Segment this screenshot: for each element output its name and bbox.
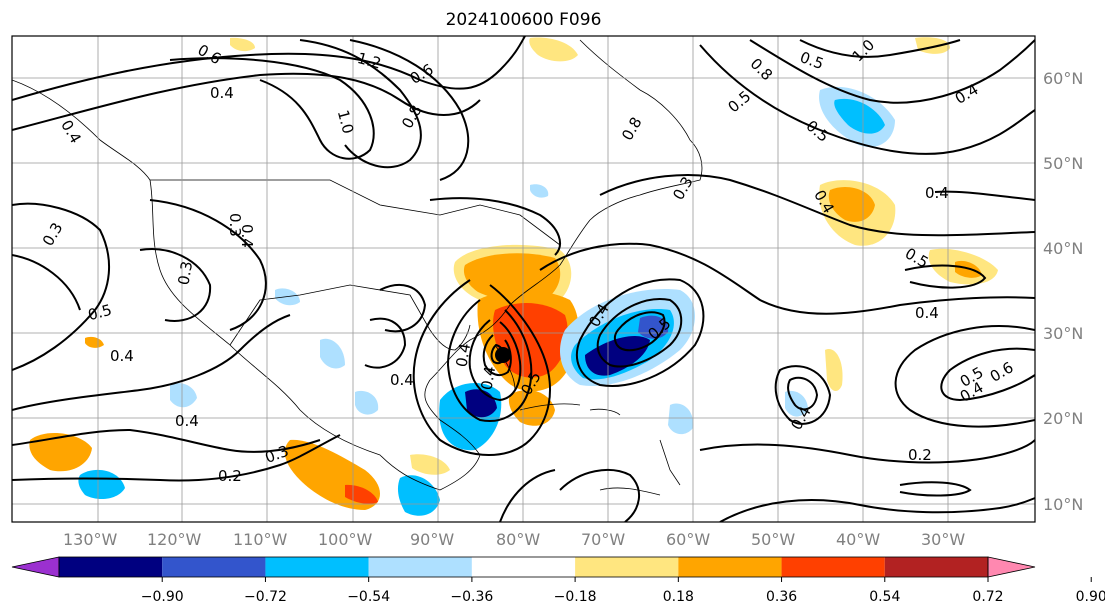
- contour-label: 0.4: [210, 84, 234, 102]
- colorbar-tick-label: 0.72: [972, 589, 1003, 605]
- lat-label: 60°N: [1043, 69, 1083, 88]
- contour-label: 0.4: [110, 347, 134, 365]
- colorbar-tick-label: −0.54: [347, 589, 390, 605]
- graticule: [12, 36, 1035, 522]
- contour-label: 0.4: [238, 224, 256, 248]
- anomaly-negative-region: [78, 469, 125, 500]
- longitude-labels: 130°W 120°W 110°W 100°W 90°W 80°W 70°W 6…: [63, 530, 965, 549]
- contour-label: 1.2: [355, 49, 383, 73]
- lon-label: 50°W: [751, 530, 795, 549]
- contour-label: 0.4: [452, 342, 474, 369]
- contour-label: 0.2: [218, 467, 242, 485]
- anomaly-negative-region: [530, 184, 549, 198]
- anomaly-positive-region: [29, 433, 92, 472]
- lon-label: 40°W: [836, 530, 880, 549]
- lon-label: 80°W: [496, 530, 540, 549]
- contour-label: 1.0: [334, 108, 358, 136]
- anomaly-negative-region: [668, 403, 694, 435]
- contour-label: 0.4: [175, 412, 199, 430]
- colorbar-tick-label: 0.90: [1076, 589, 1105, 605]
- colorbar-segment: [575, 557, 679, 577]
- lon-label: 90°W: [410, 530, 454, 549]
- colorbar-segment: [781, 557, 885, 577]
- anomaly-positive-region: [529, 37, 578, 62]
- latitude-labels: 60°N 50°N 40°N 30°N 20°N 10°N: [1043, 69, 1083, 514]
- colorbar-tick-label: 0.36: [766, 589, 797, 605]
- contour-label: 0.4: [390, 371, 414, 389]
- colorbar-segment: [265, 557, 369, 577]
- contour-label: 0.4: [925, 184, 949, 202]
- lon-label: 30°W: [921, 530, 965, 549]
- colorbar-segment: [678, 557, 782, 577]
- colorbar-tick-label: −0.36: [450, 589, 493, 605]
- colorbar-tick-label: 0.54: [869, 589, 900, 605]
- colorbar-tick-label: −0.90: [141, 589, 184, 605]
- contour-label: 0.5: [86, 301, 114, 325]
- contour-label: 0.4: [477, 365, 499, 392]
- colorbar-extend-low: [11, 556, 60, 578]
- contour-label: 0.8: [618, 114, 646, 144]
- colorbar-segment: [884, 557, 988, 577]
- colorbar-frame: [58, 556, 989, 578]
- contour-label: 0.3: [39, 219, 67, 249]
- coastlines: [12, 39, 703, 496]
- lat-label: 50°N: [1043, 154, 1083, 173]
- contour-lines: [12, 36, 1035, 522]
- lon-label: 60°W: [666, 530, 710, 549]
- anomaly-negative-region: [355, 390, 379, 415]
- lon-label: 120°W: [147, 530, 202, 549]
- anomaly-negative-region: [834, 98, 885, 134]
- contour-label: 0.3: [226, 213, 244, 237]
- anomaly-negative-region: [585, 335, 650, 376]
- colorbar-tick-label: −0.72: [244, 589, 287, 605]
- colorbar-segment: [471, 557, 576, 577]
- anomaly-positive-region: [410, 454, 450, 475]
- lon-label: 110°W: [233, 530, 288, 549]
- anomaly-negative-region: [397, 475, 440, 516]
- contour-label: 0.8: [398, 102, 426, 132]
- contour-label: 0.3: [669, 173, 697, 203]
- anomaly-positive-region: [825, 349, 843, 392]
- lon-label: 130°W: [63, 530, 118, 549]
- lon-label: 70°W: [581, 530, 625, 549]
- lat-label: 10°N: [1043, 495, 1083, 514]
- lon-label: 100°W: [318, 530, 373, 549]
- contour-label: 0.4: [57, 117, 85, 147]
- anomaly-positive-region: [463, 253, 561, 303]
- colorbar: −0.90 −0.72 −0.54 −0.36 −0.18 0.18 0.36 0.54 0.7…: [11, 556, 1105, 605]
- colorbar-extend-high: [987, 556, 1036, 578]
- lat-label: 20°N: [1043, 409, 1083, 428]
- contour-label: 0.5: [803, 117, 833, 146]
- contour-label: 0.3: [174, 260, 196, 287]
- contour-label: 0.4: [915, 304, 939, 322]
- anomaly-positive-region: [915, 37, 950, 54]
- contour-label: 0.2: [908, 446, 932, 464]
- contour-label: 0.8: [747, 55, 777, 85]
- storm-center-marker: [495, 347, 511, 363]
- contour-label: 0.6: [194, 41, 224, 69]
- contour-label: 1.0: [849, 36, 879, 66]
- lat-label: 30°N: [1043, 324, 1083, 343]
- contour-label: 0.6: [987, 358, 1017, 386]
- map-title: 2024100600 F096: [445, 10, 602, 30]
- anomaly-negative-region: [320, 338, 345, 369]
- colorbar-tick-label: 0.18: [663, 589, 694, 605]
- anomaly-positive-region: [508, 390, 555, 426]
- colorbar-segment: [368, 557, 472, 577]
- colorbar-tick-label: −0.18: [554, 589, 597, 605]
- colorbar-segment: [59, 557, 163, 577]
- lat-label: 40°N: [1043, 239, 1083, 258]
- map-frame: [11, 35, 1036, 523]
- contour-label: 0.5: [798, 48, 827, 73]
- anomaly-positive-region: [230, 37, 255, 52]
- anomaly-positive-region: [828, 186, 875, 222]
- contour-label: 0.4: [952, 80, 982, 108]
- anomaly-negative-region: [170, 383, 197, 408]
- anomaly-positive-region: [85, 336, 104, 348]
- colorbar-segment: [162, 557, 266, 577]
